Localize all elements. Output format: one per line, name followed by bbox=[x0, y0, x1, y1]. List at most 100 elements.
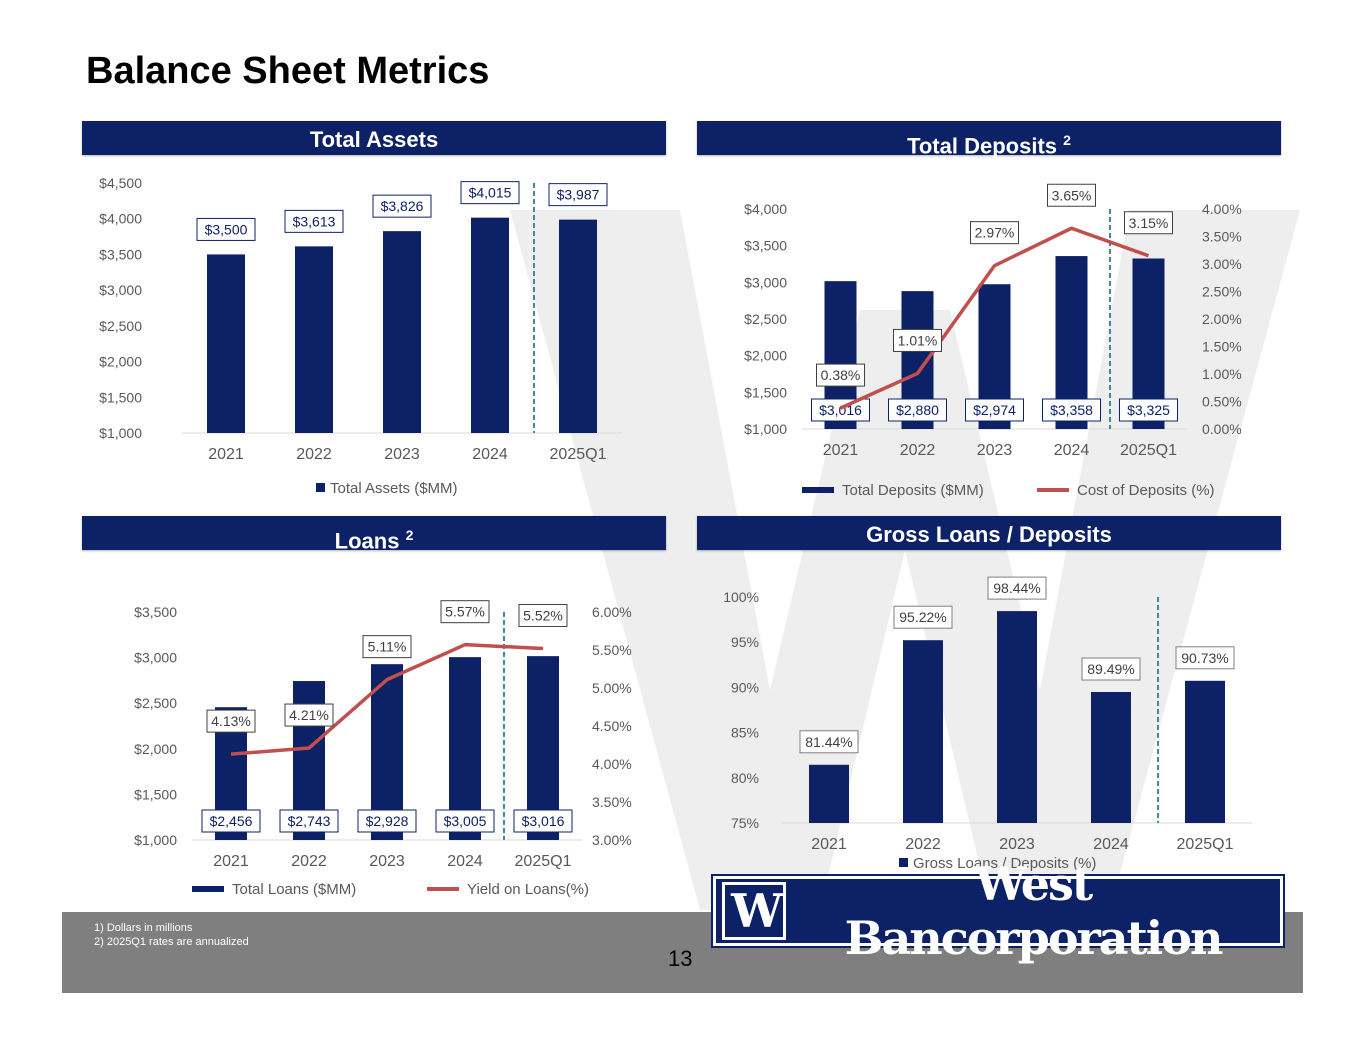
y-tick-label: 90% bbox=[731, 679, 759, 695]
y2-tick-label: 2.00% bbox=[1202, 311, 1242, 327]
line-series bbox=[230, 642, 544, 756]
y-tick-label: $3,000 bbox=[99, 282, 142, 298]
line-value-box bbox=[518, 603, 568, 627]
x-tick-label: 2023 bbox=[384, 446, 420, 463]
y2-tick-label: 4.00% bbox=[1202, 201, 1242, 217]
value-label: $2,974 bbox=[973, 402, 1016, 418]
y-tick-label: $1,500 bbox=[99, 389, 142, 405]
value-label: 90.73% bbox=[1181, 650, 1228, 666]
header-total-deposits: Total Deposits 2 bbox=[697, 121, 1281, 158]
value-label-box bbox=[201, 809, 261, 833]
line-value-label: 3.65% bbox=[1052, 187, 1092, 203]
y-tick-label: $1,000 bbox=[99, 425, 142, 441]
value-label-box bbox=[811, 398, 870, 422]
header-total-assets: Total Assets bbox=[82, 121, 666, 155]
x-tick-label: 2023 bbox=[369, 853, 405, 870]
x-tick-label: 2021 bbox=[823, 442, 859, 459]
value-label: 89.49% bbox=[1087, 661, 1134, 677]
header-loans-label: Loans bbox=[334, 528, 400, 554]
value-label: 95.22% bbox=[899, 609, 946, 625]
value-label-box bbox=[372, 194, 432, 218]
value-label: $3,016 bbox=[819, 402, 862, 418]
value-label-box bbox=[284, 209, 344, 233]
value-label-box bbox=[987, 576, 1047, 600]
y2-tick-label: 1.50% bbox=[1202, 339, 1242, 355]
header-loans-footnote: 2 bbox=[405, 527, 414, 543]
value-label: 98.44% bbox=[993, 580, 1040, 596]
line-value-label: 2.97% bbox=[975, 225, 1015, 241]
legend-label: Gross Loans / Deposits (%) bbox=[913, 855, 1096, 872]
y2-tick-label: 3.00% bbox=[1202, 256, 1242, 272]
y-tick-label: $2,000 bbox=[134, 741, 177, 757]
y2-tick-label: 3.00% bbox=[592, 832, 632, 848]
y-tick-label: $2,500 bbox=[134, 695, 177, 711]
bar-2025Q1 bbox=[1185, 680, 1225, 823]
bar-2024 bbox=[471, 217, 509, 433]
gross-loans-deposits-chart: 75% 80% 85% 90% 95% 100% 2021 2022 2023 2024 2025Q… bbox=[723, 576, 1252, 872]
bar-2025Q1 bbox=[527, 656, 559, 840]
header-gross-loans-deposits-label: Gross Loans / Deposits bbox=[866, 522, 1112, 547]
value-label: $2,880 bbox=[896, 402, 939, 418]
header-loans: Loans 2 bbox=[82, 516, 666, 554]
value-label-box bbox=[1081, 657, 1141, 681]
line-series bbox=[839, 226, 1150, 410]
y-tick-label: $4,000 bbox=[99, 211, 142, 227]
west-bancorporation-logo: W West Bancorporation bbox=[713, 857, 1283, 965]
y-tick-label: 100% bbox=[723, 589, 759, 605]
total-deposits-chart: $1,000 $1,500 $2,000 $2,500 $3,000 $3,500 $4,0… bbox=[744, 183, 1242, 499]
x-tick-label: 2024 bbox=[1054, 442, 1090, 459]
y2-tick-label: 3.50% bbox=[1202, 229, 1242, 245]
value-label-box bbox=[1042, 398, 1101, 422]
x-tick-label: 2022 bbox=[900, 442, 936, 459]
y-tick-label: $3,500 bbox=[744, 238, 787, 254]
bar-2025Q1 bbox=[559, 219, 597, 433]
value-label-box bbox=[513, 809, 573, 833]
value-label: $2,928 bbox=[366, 813, 409, 829]
x-tick-label: 2022 bbox=[905, 836, 941, 853]
page-number: 13 bbox=[668, 946, 693, 971]
y-tick-label: $1,000 bbox=[134, 832, 177, 848]
x-tick-label: 2024 bbox=[1093, 836, 1129, 853]
value-label: $2,743 bbox=[288, 813, 331, 829]
y-tick-label: $1,500 bbox=[134, 786, 177, 802]
legend-swatch bbox=[316, 483, 325, 492]
legend-label-line: Yield on Loans(%) bbox=[467, 881, 589, 898]
header-total-assets-label: Total Assets bbox=[309, 127, 439, 152]
x-tick-label: 2021 bbox=[213, 853, 249, 870]
bar-2022 bbox=[295, 246, 333, 433]
y-tick-label: $3,000 bbox=[134, 650, 177, 666]
x-tick-label: 2024 bbox=[447, 853, 483, 870]
value-label-box bbox=[435, 809, 495, 833]
x-tick-label: 2023 bbox=[977, 442, 1013, 459]
value-label: $3,016 bbox=[522, 813, 565, 829]
legend-swatch-bars bbox=[192, 886, 224, 892]
x-tick-label: 2023 bbox=[999, 836, 1035, 853]
bar-2021 bbox=[207, 254, 245, 433]
line-value-box bbox=[284, 703, 334, 727]
value-label: 81.44% bbox=[805, 734, 852, 750]
line-value-box bbox=[440, 600, 490, 624]
loans-chart: $1,000 $1,500 $2,000 $2,500 $3,000 $3,500 3.00… bbox=[134, 600, 632, 898]
x-tick-label: 2022 bbox=[296, 446, 332, 463]
y-tick-label: $2,000 bbox=[744, 348, 787, 364]
y-tick-label: 85% bbox=[731, 725, 759, 741]
y-tick-label: $3,500 bbox=[99, 246, 142, 262]
x-tick-label: 2021 bbox=[811, 836, 847, 853]
legend-swatch-line bbox=[427, 887, 459, 891]
logo-w-mark: W bbox=[722, 882, 786, 940]
y2-tick-label: 0.50% bbox=[1202, 394, 1242, 410]
total-assets-chart: $1,000 $1,500 $2,000 $2,500 $3,000 $3,500 $4,0… bbox=[99, 175, 622, 497]
y2-tick-label: 6.00% bbox=[592, 604, 632, 620]
y2-tick-label: 0.00% bbox=[1202, 421, 1242, 437]
y-tick-label: $1,000 bbox=[744, 421, 787, 437]
footnote-2: 2) 2025Q1 rates are annualized bbox=[94, 936, 249, 948]
legend-swatch-line bbox=[1037, 488, 1069, 492]
legend-label-line: Cost of Deposits (%) bbox=[1077, 482, 1215, 499]
value-label-box bbox=[893, 605, 953, 629]
value-label-box bbox=[1119, 398, 1178, 422]
x-tick-label: 2021 bbox=[208, 446, 244, 463]
line-value-box bbox=[1124, 211, 1173, 235]
line-value-box bbox=[362, 635, 412, 659]
header-total-deposits-footnote: 2 bbox=[1063, 132, 1071, 148]
bar-2022 bbox=[903, 640, 943, 823]
